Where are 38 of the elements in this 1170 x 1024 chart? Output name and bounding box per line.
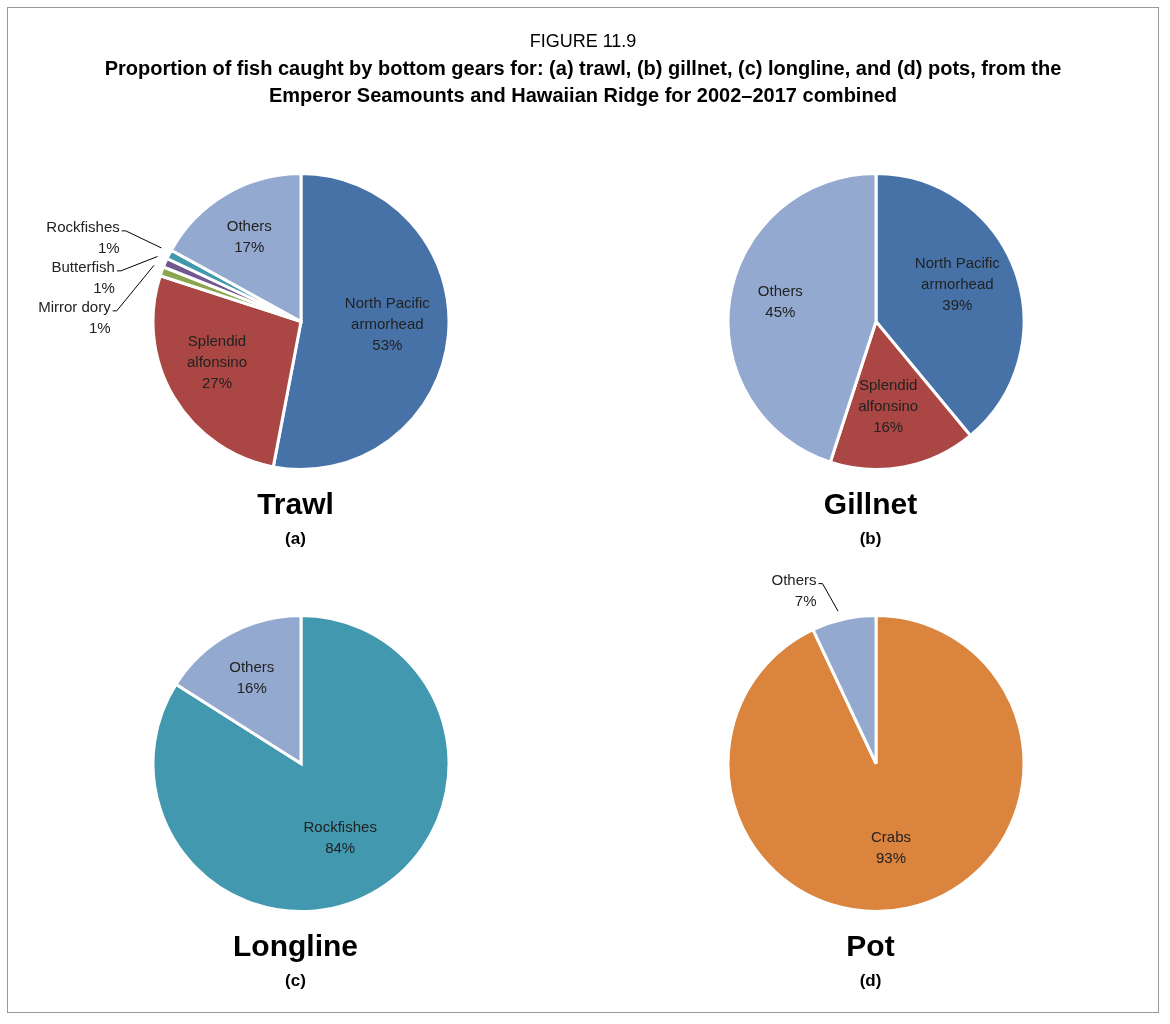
data-label: 1% bbox=[92, 279, 115, 297]
text: (d) bbox=[859, 971, 882, 991]
slice-label: Butterfish bbox=[51, 258, 115, 276]
slice-label: Rockfishes bbox=[303, 818, 377, 836]
text: Trawl bbox=[257, 487, 334, 521]
data-label: 53% bbox=[371, 336, 402, 354]
slice-label: Others bbox=[226, 216, 272, 234]
slice-label: Rockfishes bbox=[45, 218, 120, 236]
text: (b) bbox=[859, 529, 882, 549]
data-label: 27% bbox=[201, 374, 232, 392]
slice-label: Others bbox=[757, 281, 803, 299]
data-label: 93% bbox=[875, 848, 906, 866]
data-label: 17% bbox=[233, 237, 264, 255]
data-label: 84% bbox=[324, 839, 355, 857]
text: Pot bbox=[846, 929, 895, 963]
data-label: 1% bbox=[88, 319, 111, 337]
text: (a) bbox=[285, 529, 306, 549]
data-label: 16% bbox=[236, 678, 267, 696]
text: Longline bbox=[233, 929, 358, 963]
text: Proportion of fish caught by bottom gears for: (a) trawl, (b) gillnet, (c) longline, and (d) pots, from the Emperor Seamounts and Hawaiian Ridge for 2002–2017 combined bbox=[103, 56, 1063, 108]
data-label: 7% bbox=[794, 592, 817, 610]
data-label: 45% bbox=[764, 302, 795, 320]
slice-label: Others bbox=[771, 571, 817, 589]
slice-label: Mirror dory bbox=[37, 298, 111, 316]
pie-slice bbox=[726, 614, 1025, 913]
data-label: 39% bbox=[941, 296, 972, 314]
slice-label: North Pacific armorhead bbox=[914, 254, 1000, 293]
slice-label: North Pacific armorhead bbox=[344, 294, 430, 333]
text: (c) bbox=[285, 971, 306, 991]
slice-label: Others bbox=[228, 657, 274, 675]
slice-label: Splendid alfonsino bbox=[186, 332, 247, 371]
text: Gillnet bbox=[823, 487, 918, 521]
data-label: 1% bbox=[97, 239, 120, 257]
slice-label: Splendid alfonsino bbox=[857, 375, 918, 414]
slice-label: Crabs bbox=[870, 827, 911, 845]
caption: FIGURE 11.9 bbox=[528, 30, 638, 53]
data-label: 16% bbox=[872, 417, 903, 435]
pie-slice bbox=[151, 614, 450, 913]
